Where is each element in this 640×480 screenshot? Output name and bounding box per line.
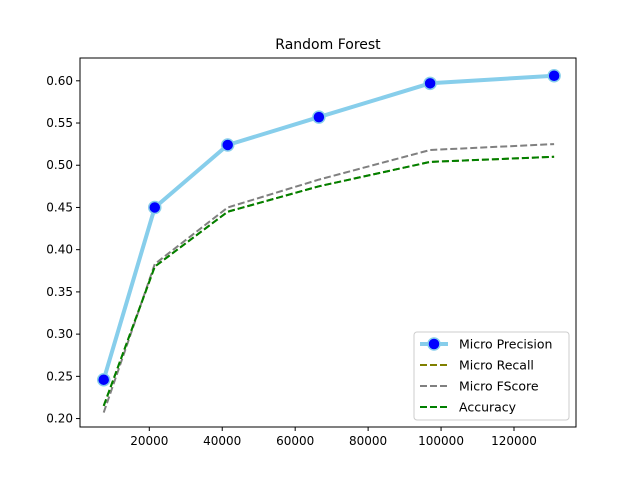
legend-label-micro-fscore: Micro FScore — [459, 379, 539, 394]
data-point-micro-precision — [312, 110, 326, 124]
chart-title: Random Forest — [275, 37, 381, 53]
x-tick-label: 120000 — [491, 434, 537, 448]
x-tick-label: 100000 — [418, 434, 464, 448]
data-point-micro-precision — [547, 68, 561, 83]
y-tick-label: 0.20 — [46, 412, 73, 426]
x-tick-label: 60000 — [276, 434, 314, 448]
x-tick-label: 20000 — [130, 434, 168, 448]
axes-layer: 20000 40000 60000 80000 100000 120000 0.20 0.25… — [46, 74, 537, 448]
y-tick-label: 0.45 — [46, 200, 73, 214]
legend-label-micro-precision: Micro Precision — [459, 337, 552, 352]
legend-marker-micro-precision — [427, 337, 441, 351]
y-tick-label: 0.25 — [46, 369, 73, 383]
y-tick-label: 0.40 — [46, 243, 73, 257]
series-line-accuracy — [102, 155, 555, 407]
y-tick-label: 0.50 — [46, 158, 73, 172]
legend-label-accuracy: Accuracy — [459, 400, 517, 415]
legend: Micro Precision Micro Recall Micro FScore A… — [413, 331, 570, 421]
x-tick-label: 40000 — [203, 434, 241, 448]
y-tick-label: 0.55 — [46, 116, 73, 130]
data-point-micro-precision — [96, 372, 111, 387]
legend-label-micro-recall: Micro Recall — [459, 358, 534, 373]
data-point-micro-precision — [148, 200, 162, 215]
y-tick-label: 0.35 — [46, 285, 73, 299]
series-line-micro-precision — [101, 73, 555, 381]
data-point-micro-precision — [423, 76, 437, 91]
legend-frame — [413, 331, 570, 421]
plot-frame — [79, 57, 577, 428]
series-layer — [96, 68, 561, 413]
y-tick-label: 0.60 — [46, 74, 73, 88]
data-point-micro-precision — [220, 138, 235, 152]
y-tick-label: 0.30 — [46, 327, 73, 341]
x-tick-label: 80000 — [349, 434, 387, 448]
